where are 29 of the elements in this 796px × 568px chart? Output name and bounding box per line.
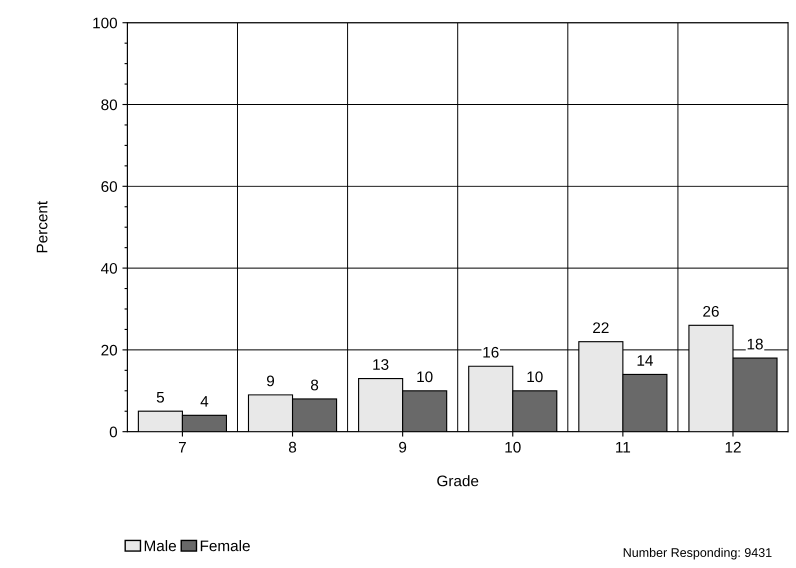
y-tick-label: 60	[101, 181, 118, 192]
data-label: 14	[638, 355, 653, 366]
data-label: 5	[156, 392, 164, 403]
data-label: 4	[200, 396, 208, 407]
legend-label: Female	[200, 540, 250, 552]
x-tick-label: 8	[288, 442, 296, 453]
y-tick-label: 20	[101, 344, 118, 356]
x-axis-title: Grade	[437, 475, 478, 486]
y-tick-label: 0	[110, 426, 118, 438]
data-label: 16	[483, 346, 499, 358]
y-tick-label: 40	[100, 262, 118, 274]
text: Number Responding: 9431	[624, 548, 772, 560]
x-tick-label: 12	[726, 442, 741, 452]
legend-label: Male	[144, 540, 176, 552]
data-label: 22	[593, 322, 609, 333]
data-label: 13	[373, 359, 388, 370]
data-label: 10	[417, 371, 433, 382]
data-label: 18	[748, 338, 763, 350]
x-tick-label: 10	[505, 442, 521, 453]
data-label: 26	[703, 306, 719, 317]
y-tick-label: 100	[93, 18, 118, 28]
y-axis-title: Percent	[36, 200, 48, 252]
x-tick-label: 9	[399, 442, 406, 453]
data-label: 10	[527, 371, 543, 382]
data-label: 9	[266, 375, 274, 386]
data-label: 8	[310, 380, 318, 390]
x-tick-label: 11	[616, 442, 630, 452]
y-tick-label: 80	[101, 99, 118, 110]
x-tick-label: 7	[178, 442, 186, 452]
